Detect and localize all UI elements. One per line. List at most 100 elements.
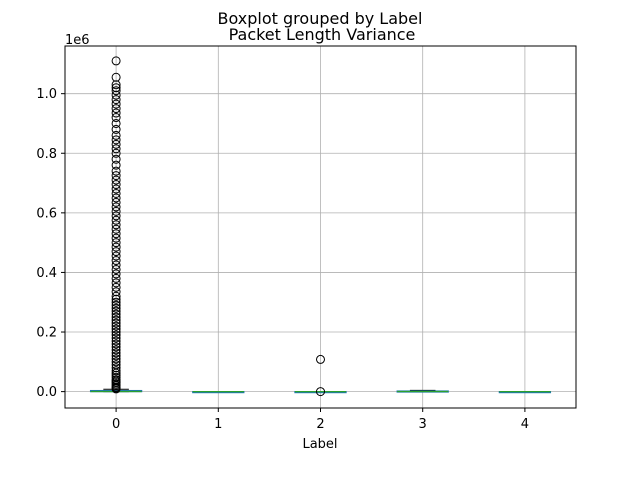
outlier-point — [111, 184, 121, 194]
outlier-point — [111, 318, 121, 328]
outlier-point — [111, 113, 121, 123]
y-tick-label: 1.0 — [36, 87, 57, 102]
outlier-point — [316, 354, 325, 364]
outlier-point — [111, 99, 121, 109]
outlier-point — [111, 118, 121, 128]
outlier-point — [111, 224, 121, 234]
outlier-point — [111, 104, 121, 114]
outlier-point — [111, 139, 121, 149]
outlier-point — [111, 171, 121, 181]
outlier-point — [111, 148, 121, 158]
outlier-point — [111, 188, 121, 198]
outlier-point — [111, 202, 121, 212]
grid-lines — [65, 46, 576, 408]
outlier-point — [111, 312, 121, 322]
outlier-point — [111, 351, 121, 361]
x-tick-label: 4 — [521, 417, 529, 432]
outlier-point — [111, 130, 121, 140]
box-group-1 — [192, 391, 245, 394]
outlier-point — [111, 90, 121, 100]
outlier-point — [111, 375, 121, 385]
outlier-point — [111, 333, 121, 343]
y-tick-label: 0.6 — [36, 206, 57, 221]
outlier-point — [111, 300, 121, 310]
outlier-point — [111, 197, 121, 207]
outlier-point — [111, 345, 121, 355]
outlier-point — [111, 315, 121, 325]
outlier-point — [111, 135, 121, 145]
outlier-point — [111, 193, 121, 203]
outlier-point — [111, 247, 121, 257]
outlier-point — [111, 124, 121, 134]
outlier-point — [111, 372, 121, 382]
outlier-point — [111, 273, 121, 283]
outlier-point — [111, 321, 121, 331]
box-group-4 — [498, 391, 552, 394]
y-tick-label: 0.0 — [36, 385, 57, 400]
box-group-2 — [294, 354, 347, 397]
outlier-point — [111, 144, 121, 154]
outlier-point — [111, 291, 121, 301]
outlier-point — [111, 83, 121, 93]
x-tick-label: 3 — [419, 417, 427, 432]
outlier-point — [111, 108, 121, 118]
plot-data — [89, 56, 552, 397]
outlier-point — [111, 220, 121, 230]
outlier-point — [111, 238, 121, 248]
outlier-point — [111, 342, 121, 352]
outlier-point — [111, 287, 121, 297]
outlier-point — [111, 324, 121, 334]
outlier-point — [111, 336, 121, 346]
outlier-point — [111, 327, 121, 337]
outlier-point — [111, 256, 121, 266]
x-tick-label: 2 — [316, 417, 324, 432]
outlier-point — [111, 80, 121, 90]
outlier-point — [111, 180, 121, 190]
outlier-point — [111, 72, 121, 82]
outlier-point — [111, 206, 121, 216]
outlier-point — [111, 297, 121, 307]
outlier-point — [111, 306, 121, 316]
y-axis-offset-label: 1e6 — [65, 33, 90, 48]
outlier-point — [111, 278, 121, 288]
outlier-point — [111, 175, 121, 185]
outlier-point — [111, 160, 121, 170]
outlier-point — [111, 229, 121, 239]
outlier-point — [111, 357, 121, 367]
outlier-point — [111, 264, 121, 274]
outlier-point — [111, 360, 121, 370]
outlier-point — [111, 339, 121, 349]
box-group-3 — [396, 389, 449, 393]
outlier-point — [111, 251, 121, 261]
outlier-point — [111, 211, 121, 221]
x-axis-label: Label — [302, 437, 337, 452]
outlier-point — [111, 294, 121, 304]
y-tick-label: 0.2 — [36, 326, 57, 341]
axes: 0.0 0.2 0.4 0.6 0.8 1.0 0 1 2 3 4 — [36, 45, 577, 432]
y-tick-label: 0.4 — [36, 266, 57, 281]
outlier-point — [111, 233, 121, 243]
outlier-point — [111, 366, 121, 376]
outlier-point — [111, 370, 121, 380]
x-tick-label: 1 — [214, 417, 222, 432]
outlier-point — [111, 166, 121, 176]
outlier-point — [316, 387, 325, 397]
chart-title: Packet Length Variance — [229, 25, 416, 44]
outlier-point — [111, 303, 121, 313]
outlier-point — [111, 269, 121, 279]
outlier-point — [111, 215, 121, 225]
outlier-point — [111, 86, 121, 96]
outlier-point — [111, 260, 121, 270]
outlier-point — [111, 282, 121, 292]
outlier-point — [111, 363, 121, 373]
x-tick-label: 0 — [112, 417, 120, 432]
box-group-0 — [89, 56, 143, 394]
outlier-point — [111, 348, 121, 358]
outlier-point — [111, 330, 121, 340]
y-tick-label: 0.8 — [36, 147, 57, 162]
outlier-point — [111, 95, 121, 105]
outlier-point — [111, 56, 121, 66]
outlier-point — [111, 309, 121, 319]
